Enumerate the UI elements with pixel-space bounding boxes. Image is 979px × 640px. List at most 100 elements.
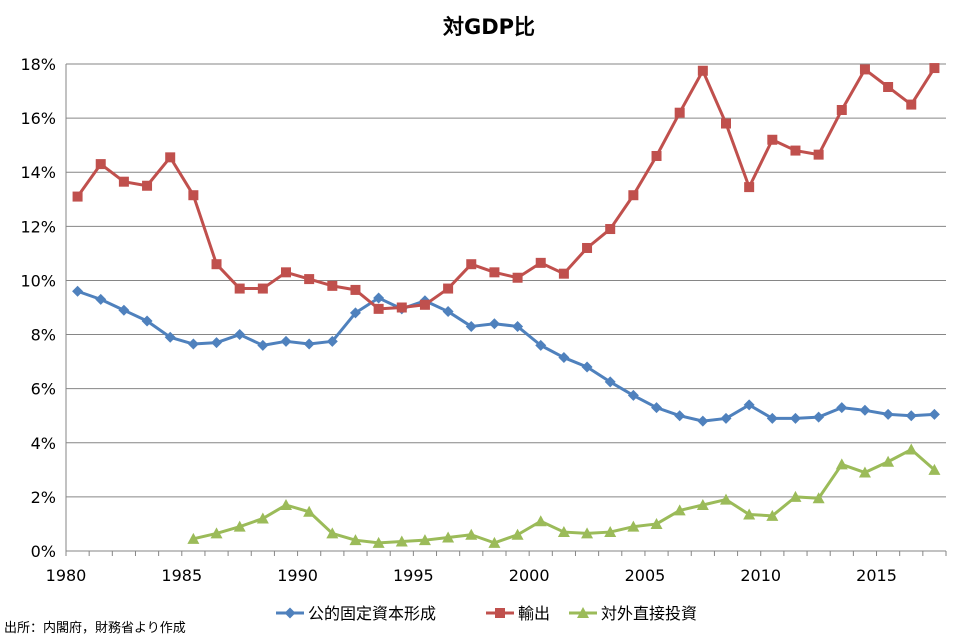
- data-point: [790, 145, 801, 156]
- data-point: [627, 520, 640, 532]
- data-point: [141, 315, 153, 327]
- data-point: [95, 159, 106, 170]
- data-point: [558, 352, 570, 364]
- data-point: [327, 280, 338, 291]
- x-tick-label: 2015: [856, 566, 897, 585]
- series: [72, 63, 940, 314]
- data-point: [882, 455, 895, 467]
- x-tick-label: 1985: [161, 566, 202, 585]
- data-point: [697, 65, 708, 76]
- data-point: [234, 283, 245, 294]
- data-point: [211, 337, 223, 349]
- data-point: [326, 527, 339, 539]
- data-point: [303, 338, 315, 350]
- data-point: [72, 285, 84, 297]
- data-point: [373, 303, 384, 314]
- data-point: [905, 410, 917, 422]
- data-point: [349, 307, 361, 319]
- data-point: [766, 509, 779, 521]
- data-point: [535, 339, 547, 351]
- data-point: [720, 412, 732, 424]
- y-tick-label: 14%: [20, 163, 56, 182]
- source-note: 出所：内閣府，財務省より作成: [4, 620, 186, 636]
- legend-label: 公的固定資本形成: [308, 604, 436, 623]
- data-point: [372, 536, 385, 548]
- data-point: [164, 331, 176, 343]
- data-point: [582, 242, 593, 253]
- data-point: [396, 302, 407, 313]
- data-point: [650, 517, 663, 529]
- series-line: [76, 67, 936, 311]
- legend: 公的固定資本形成 輸出 対外直接投資: [276, 604, 697, 623]
- legend-item: 公的固定資本形成: [276, 604, 436, 623]
- data-point: [534, 515, 547, 527]
- data-point: [628, 190, 639, 201]
- data-point: [304, 274, 315, 285]
- data-point: [720, 493, 732, 505]
- y-tick-label: 12%: [20, 217, 56, 236]
- data-point: [627, 389, 639, 401]
- data-point: [535, 257, 546, 268]
- data-point: [906, 99, 917, 110]
- data-point: [859, 404, 871, 416]
- data-point: [210, 527, 223, 539]
- data-point: [928, 463, 941, 475]
- data-point: [651, 402, 663, 414]
- x-tick-label: 1990: [277, 566, 318, 585]
- grid-lines: [66, 63, 946, 498]
- data-point: [604, 526, 617, 538]
- data-point: [95, 293, 107, 305]
- data-point: [581, 361, 593, 373]
- data-point: [465, 528, 478, 540]
- data-point: [488, 536, 501, 548]
- y-tick-label: 8%: [31, 326, 56, 345]
- data-point: [766, 412, 778, 424]
- y-tick-label: 18%: [20, 55, 56, 74]
- data-point: [465, 320, 477, 332]
- data-point: [284, 607, 296, 619]
- data-point: [511, 528, 524, 540]
- data-point: [929, 63, 940, 74]
- data-point: [557, 526, 570, 538]
- data-point: [812, 492, 825, 504]
- y-tick-label: 16%: [20, 109, 56, 128]
- data-point: [789, 412, 801, 424]
- data-point: [882, 408, 894, 420]
- data-point: [696, 499, 709, 511]
- data-point: [281, 267, 291, 278]
- data-point: [418, 534, 431, 546]
- data-point: [767, 134, 778, 145]
- y-tick-label: 4%: [31, 434, 56, 453]
- data-point: [489, 267, 500, 278]
- chart-title: 対GDP比: [443, 15, 535, 39]
- data-point: [419, 299, 430, 310]
- data-point: [743, 399, 755, 411]
- x-tick-label: 2010: [740, 566, 781, 585]
- legend-label: 対外直接投資: [601, 604, 697, 623]
- x-tick-label: 1980: [46, 566, 87, 585]
- data-point: [558, 268, 569, 279]
- y-tick-label: 10%: [20, 271, 56, 290]
- data-point: [813, 149, 824, 160]
- data-point: [512, 320, 524, 332]
- x-tick-label: 2005: [625, 566, 666, 585]
- legend-item: 対外直接投資: [569, 604, 697, 623]
- data-point: [373, 292, 385, 304]
- data-point: [187, 338, 199, 350]
- data-point: [858, 466, 871, 478]
- y-tick-label: 0%: [31, 542, 56, 561]
- series-layer: [72, 63, 941, 548]
- data-point: [280, 499, 292, 511]
- data-point: [883, 81, 894, 92]
- legend-label: 輸出: [518, 604, 550, 623]
- data-point: [256, 512, 269, 524]
- data-point: [674, 107, 685, 118]
- legend-item: 輸出: [486, 604, 550, 623]
- data-point: [188, 190, 199, 201]
- data-point: [257, 283, 268, 294]
- data-point: [744, 182, 755, 193]
- data-point: [165, 152, 176, 163]
- series: [187, 443, 941, 548]
- data-point: [905, 443, 918, 455]
